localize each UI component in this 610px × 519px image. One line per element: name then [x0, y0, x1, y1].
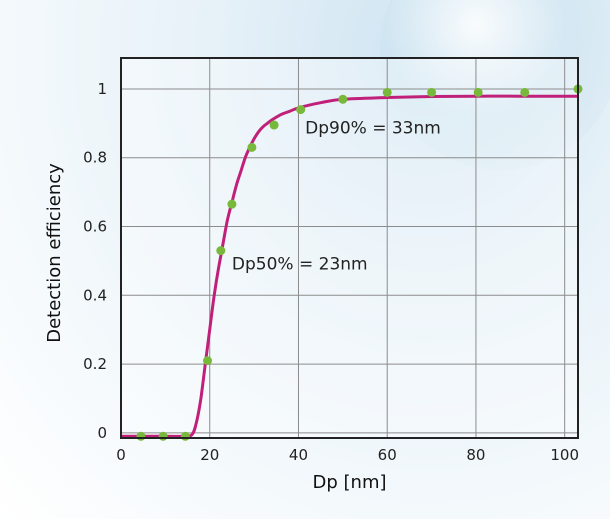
- data-point: [180, 431, 190, 441]
- data-point: [216, 246, 226, 256]
- y-tick-label: 0.2: [83, 355, 107, 373]
- x-tick-label: 80: [466, 446, 485, 464]
- data-point: [158, 431, 168, 441]
- data-point: [247, 142, 257, 152]
- annotation-dp90: Dp90% = 33nm: [305, 119, 441, 139]
- plot-area: [121, 58, 578, 438]
- y-tick-label: 0.4: [83, 286, 107, 304]
- x-tick-labels: 0 20 40 60 80 100: [116, 446, 579, 464]
- x-tick-label: 40: [289, 446, 308, 464]
- data-point: [296, 105, 306, 115]
- annotation-dp50: Dp50% = 23nm: [232, 254, 368, 274]
- data-point: [473, 87, 483, 97]
- data-point: [203, 356, 213, 366]
- y-axis-label: Detection efficiency: [44, 163, 65, 343]
- data-point: [338, 94, 348, 104]
- data-point: [269, 120, 279, 130]
- data-point: [382, 87, 392, 97]
- x-tick-label: 0: [116, 446, 126, 464]
- y-tick-labels: 0 0.2 0.4 0.6 0.8 1: [83, 80, 107, 442]
- x-tick-label: 20: [200, 446, 219, 464]
- y-tick-label: 0.6: [83, 218, 107, 236]
- x-axis-label: Dp [nm]: [313, 472, 387, 493]
- y-tick-label: 0.8: [83, 149, 107, 167]
- grid-lines: [121, 58, 578, 438]
- data-points-layer: [136, 84, 583, 441]
- y-tick-label: 1: [97, 80, 107, 98]
- data-point: [520, 87, 530, 97]
- data-point: [136, 431, 146, 441]
- data-point: [227, 199, 237, 209]
- plot-frame: [120, 57, 579, 439]
- x-tick-label: 100: [550, 446, 579, 464]
- data-point: [427, 87, 437, 97]
- x-tick-label: 60: [378, 446, 397, 464]
- y-tick-label: 0: [97, 424, 107, 442]
